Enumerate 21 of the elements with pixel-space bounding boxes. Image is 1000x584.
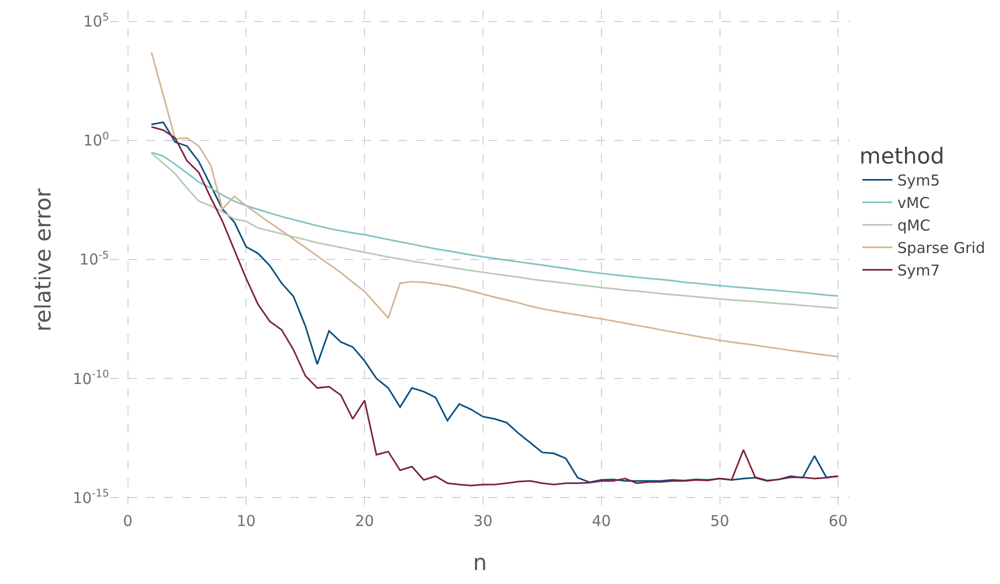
legend-title: method	[859, 144, 944, 170]
legend-label: qMC	[897, 216, 930, 235]
legend-label: vMC	[897, 194, 930, 212]
line-series	[150, 52, 839, 358]
x-tick-label: 30	[473, 512, 493, 530]
x-tick-label: 20	[355, 512, 374, 530]
y-tick-label: 10$^{5}$	[83, 11, 109, 31]
legend-label: Sym5	[897, 172, 940, 190]
y-axis-title: relative error	[32, 187, 57, 332]
y-tick-label: 10$^{-15}$	[72, 488, 109, 507]
y-tick-label: 10$^{0}$	[83, 130, 109, 150]
x-tick-label: 60	[828, 512, 848, 530]
y-tick-label: 10$^{-5}$	[79, 249, 109, 269]
x-tick-label: 40	[592, 512, 611, 530]
x-axis-title: n	[473, 550, 487, 576]
x-tick-label: 0	[122, 512, 133, 530]
legend-label: Sym7	[897, 262, 940, 280]
y-tick-label: 10$^{-10}$	[72, 368, 109, 388]
x-tick-label: 10	[236, 512, 256, 530]
x-tick-label: 50	[710, 512, 730, 530]
legend-label: Sparse Grid	[897, 239, 986, 258]
